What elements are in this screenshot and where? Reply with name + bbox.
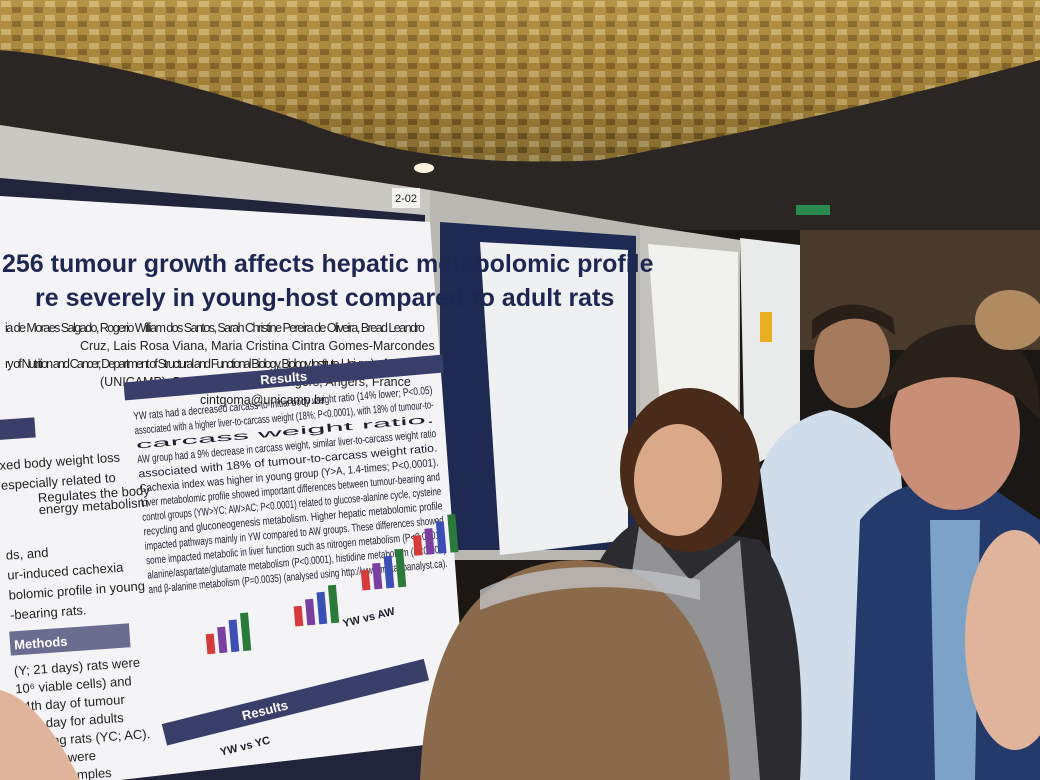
foreground-head: [420, 560, 730, 780]
person-hair: [812, 304, 895, 340]
poster-bar: [327, 584, 340, 624]
poster-title: re severely in young-host compared to ad…: [35, 284, 614, 312]
poster-title: 256 tumour growth affects hepatic metabo…: [2, 250, 654, 278]
section-bar: [0, 417, 36, 441]
poster-authors: Cruz, Lais Rosa Viana, Maria Cristina Ci…: [80, 339, 435, 353]
ceiling-shade: [0, 0, 1040, 162]
poster-bar: [412, 535, 423, 556]
poster-authors: ia de Moraes Salgado, Rogerio William do…: [5, 321, 425, 335]
poster-bar: [240, 612, 252, 652]
poster-email: cintgoma@unicamp.br: [200, 393, 325, 407]
exit-sign: [796, 205, 830, 215]
sunglasses: [480, 567, 700, 610]
poster-bar: [447, 514, 459, 553]
poster-bar: [316, 591, 328, 625]
hand: [0, 690, 80, 780]
man-shirt: [930, 520, 980, 780]
poster-bar: [424, 528, 435, 555]
left-fragment: ds, and: [5, 545, 49, 563]
methods-bar: [9, 623, 131, 656]
results-heading: Results: [260, 369, 308, 388]
poster-bar: [360, 569, 371, 591]
ceiling-light: [414, 163, 434, 173]
poster-2: [480, 242, 628, 555]
poster-bar: [372, 562, 383, 590]
results-bar: [123, 354, 444, 401]
poster-3: [648, 244, 738, 410]
poster-bar: [228, 619, 240, 653]
methods-heading: Methods: [14, 634, 68, 653]
poster-bar: [383, 555, 395, 589]
lower-results-bar: [161, 658, 430, 746]
poster-bar: [305, 598, 316, 626]
woman-face: [634, 424, 722, 536]
poster-bar: [293, 605, 304, 627]
poster-bar: [217, 626, 228, 654]
poster-bar: [435, 521, 447, 554]
poster-4-highlight: [760, 312, 772, 342]
left-fragment: -bearing rats.: [10, 602, 87, 622]
person-face: [814, 312, 890, 408]
poster-bar: [205, 633, 216, 655]
poster-4: [740, 238, 800, 470]
board-tag: [392, 188, 420, 208]
poster-bar: [395, 548, 407, 588]
man-face: [890, 350, 1020, 510]
person-background: [975, 290, 1040, 350]
board-label: 2-02: [395, 193, 417, 205]
people: [0, 290, 1040, 780]
woman-right-face: [965, 530, 1040, 750]
